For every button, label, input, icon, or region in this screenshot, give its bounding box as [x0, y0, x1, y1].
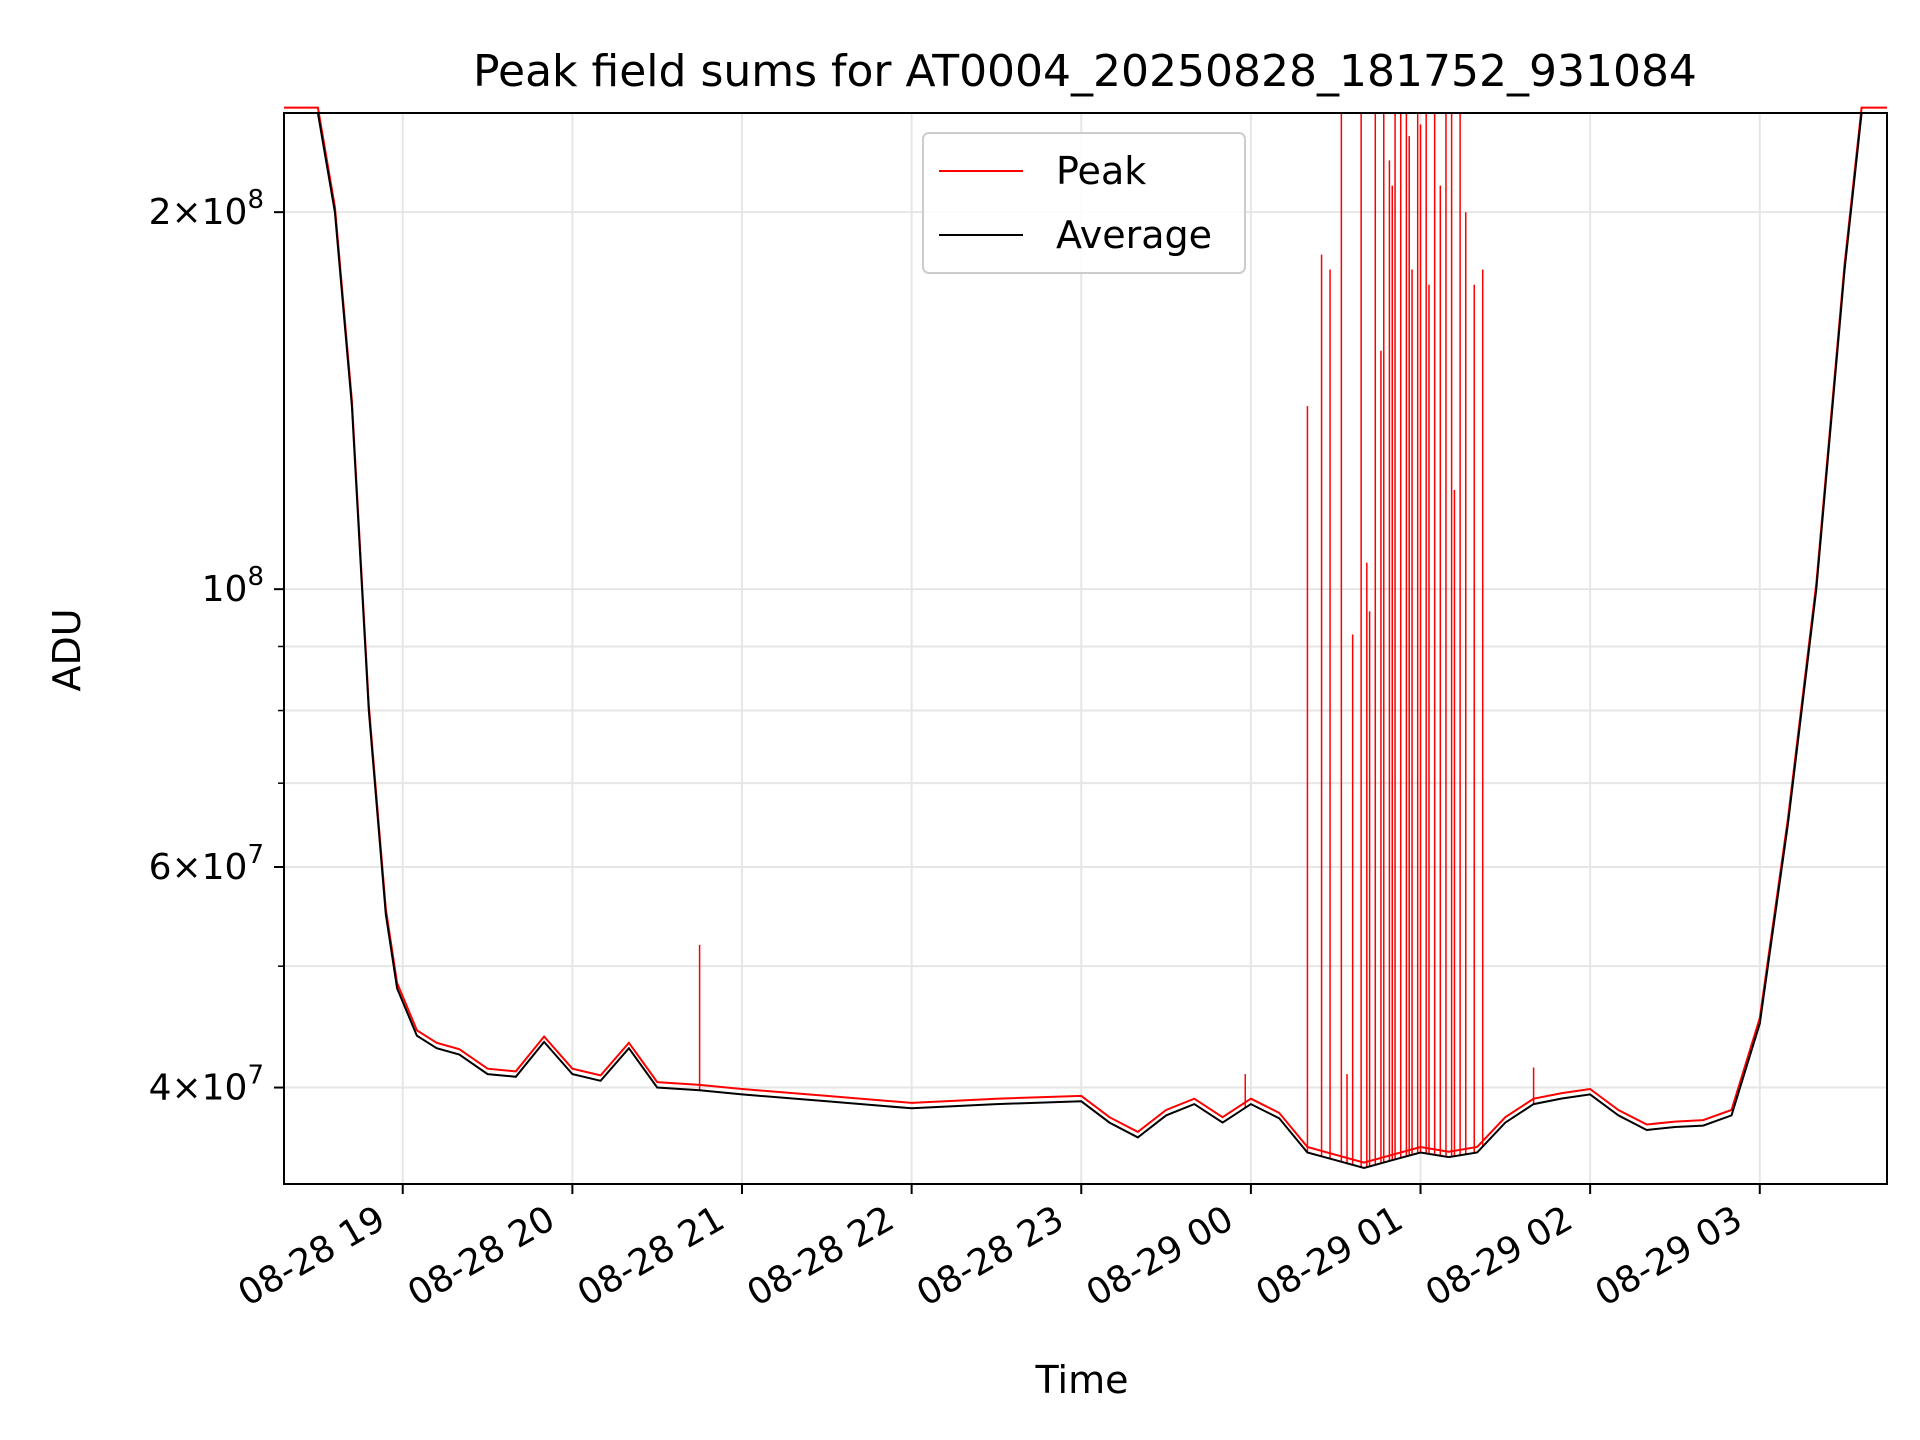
- legend-box: [922, 132, 1246, 274]
- legend-label-peak: Peak: [1056, 149, 1146, 193]
- plot-series: [284, 106, 1887, 1170]
- y-tick-label: 108: [202, 562, 264, 610]
- y-tick-label: 4×107: [149, 1061, 264, 1109]
- y-tick-label: 6×107: [149, 840, 264, 888]
- legend: Peak Average: [922, 132, 1246, 274]
- grid: [284, 113, 1887, 1184]
- legend-label-average: Average: [1056, 213, 1212, 257]
- y-tick-label: 2×108: [149, 185, 264, 233]
- average-series-line: [284, 112, 1887, 1170]
- plot-frame: [283, 112, 1888, 1185]
- peak-series-line: [284, 106, 1887, 1164]
- x-axis-label: Time: [1035, 1358, 1129, 1402]
- y-axis-label: ADU: [45, 608, 89, 691]
- chart-title: Peak field sums for AT0004_20250828_1817…: [473, 46, 1697, 97]
